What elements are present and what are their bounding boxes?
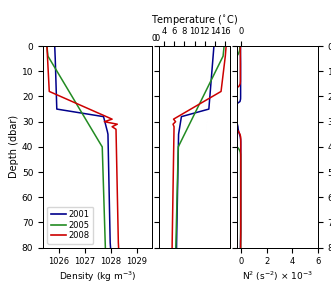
X-axis label: N$^2$ (s$^{-2}$) $\times$ 10$^{-3}$: N$^2$ (s$^{-2}$) $\times$ 10$^{-3}$ <box>242 269 313 283</box>
Y-axis label: Depth (dbar): Depth (dbar) <box>9 115 19 179</box>
X-axis label: Temperature ($^{\circ}$C): Temperature ($^{\circ}$C) <box>151 13 238 27</box>
Legend: 2001, 2005, 2008: 2001, 2005, 2008 <box>47 206 93 244</box>
Text: 0: 0 <box>151 34 156 43</box>
Text: 0: 0 <box>155 34 160 43</box>
X-axis label: Density (kg m$^{-3}$): Density (kg m$^{-3}$) <box>59 269 136 284</box>
